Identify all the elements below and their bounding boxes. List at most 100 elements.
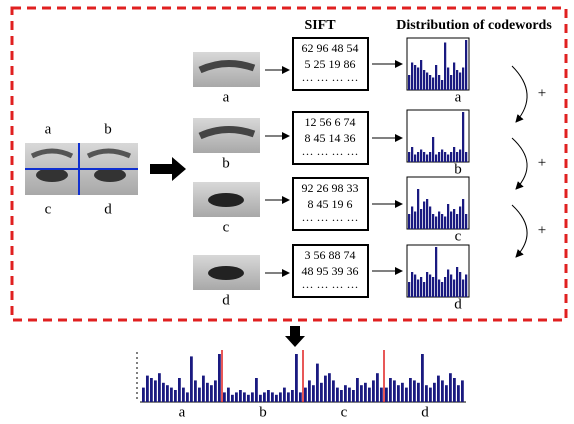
bar (447, 270, 449, 298)
bar (465, 40, 467, 90)
bar (423, 152, 425, 162)
eye-region (25, 143, 138, 195)
bar (210, 385, 213, 402)
bar (405, 388, 408, 402)
bar (190, 356, 193, 402)
bar (453, 378, 456, 402)
bar (417, 189, 419, 229)
plus: + (538, 222, 546, 238)
bar (389, 378, 392, 402)
bar (393, 380, 396, 402)
bar (444, 43, 446, 91)
bar (170, 388, 173, 402)
bar (453, 147, 455, 162)
bar (397, 385, 400, 402)
bar (178, 378, 181, 402)
bar (459, 150, 461, 163)
bar (414, 65, 416, 90)
bar (462, 112, 464, 162)
bar (299, 392, 302, 402)
bar (411, 207, 413, 230)
bar (420, 150, 422, 163)
bar (198, 388, 201, 402)
sift-row: 48 95 39 36 (302, 264, 359, 278)
bar (267, 390, 270, 402)
bar (447, 204, 449, 229)
bar (438, 280, 440, 298)
bar (411, 272, 413, 297)
sift-row: 62 96 48 54 (302, 41, 359, 55)
bar (348, 388, 351, 402)
bar (295, 354, 298, 402)
bar (453, 63, 455, 91)
bar (336, 388, 339, 402)
sift-row: 8 45 19 6 (308, 197, 353, 211)
sift-row: 12 56 6 74 (305, 115, 356, 129)
bar (385, 388, 388, 402)
bar (182, 388, 185, 402)
bar (158, 373, 161, 402)
bar (420, 60, 422, 90)
eye (208, 193, 244, 207)
bar (426, 155, 428, 163)
bar (368, 388, 371, 402)
patch-label: d (222, 292, 230, 308)
sift-row: 92 26 98 33 (302, 181, 359, 195)
bar (255, 378, 258, 402)
curved-arrow (512, 138, 527, 189)
bar (435, 217, 437, 230)
bar (456, 267, 458, 297)
histogram-label: a (455, 89, 462, 105)
curved-arrow (512, 66, 527, 122)
page: {"labels": ["a", "b", "c", "d"], "plus":… (0, 0, 574, 424)
bar (372, 380, 375, 402)
big-arrow (150, 157, 186, 181)
bar (456, 70, 458, 90)
region-label: a (45, 121, 52, 137)
bar (324, 376, 327, 402)
bar (304, 388, 307, 402)
sift-row: ··· ··· ··· ··· (302, 280, 359, 294)
bar (414, 212, 416, 230)
bar (356, 378, 359, 402)
bar (426, 199, 428, 229)
sift-title: SIFT (304, 18, 336, 33)
bar (142, 388, 145, 402)
bar (364, 383, 367, 402)
sift-row: 8 45 14 36 (305, 131, 356, 145)
bar (453, 209, 455, 229)
patch-label: c (223, 219, 230, 235)
bar (408, 282, 410, 297)
bar (162, 383, 165, 402)
patch-label: a (223, 89, 230, 105)
curved-arrow (512, 205, 527, 257)
bar (186, 392, 189, 402)
histogram-label: d (454, 296, 462, 312)
bar (441, 380, 444, 402)
bar (411, 63, 413, 91)
bar (447, 68, 449, 91)
bar (194, 380, 197, 402)
sift-row: ··· ··· ··· ··· (302, 213, 359, 227)
segment-label: d (421, 404, 429, 420)
sift-row: 5 25 19 86 (305, 57, 356, 71)
bar (450, 212, 452, 230)
bar (332, 380, 335, 402)
bar (429, 152, 431, 162)
histogram-label: c (455, 228, 462, 244)
bar (425, 385, 428, 402)
bar (420, 209, 422, 229)
bar (251, 392, 254, 402)
bar (441, 80, 443, 90)
bar (429, 275, 431, 298)
bar (449, 373, 452, 402)
bar (291, 390, 294, 402)
bar (457, 385, 460, 402)
bar (312, 385, 315, 402)
bar (231, 395, 234, 402)
bar (417, 152, 419, 162)
bar (166, 385, 169, 402)
bar (174, 390, 177, 402)
region-label: d (104, 201, 112, 217)
bar (465, 214, 467, 229)
